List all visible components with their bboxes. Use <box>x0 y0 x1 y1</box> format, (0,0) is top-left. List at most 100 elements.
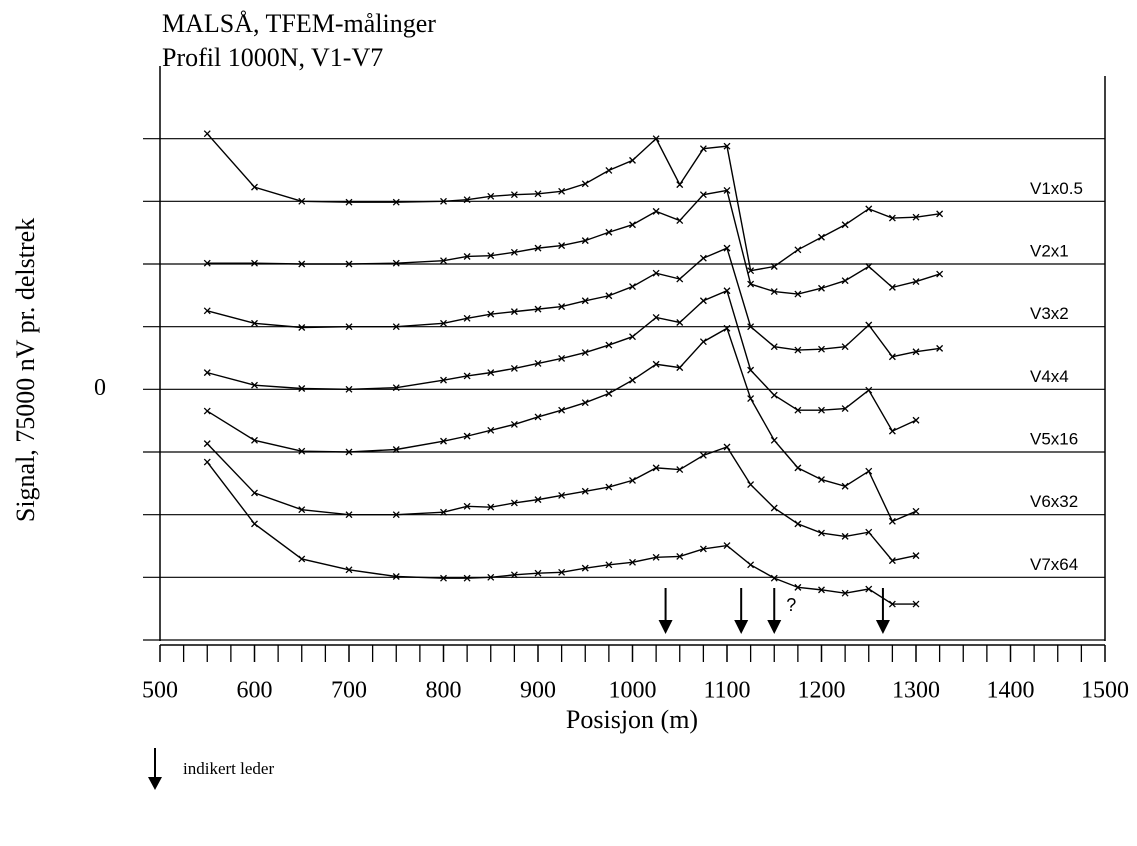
data-point <box>865 386 873 394</box>
data-point <box>298 385 306 392</box>
data-point <box>699 254 707 262</box>
data-point <box>392 259 400 267</box>
data-point <box>888 283 896 291</box>
data-point <box>770 391 778 399</box>
data-point <box>581 297 589 305</box>
data-point <box>534 305 542 313</box>
data-point <box>534 496 542 504</box>
data-point <box>888 557 896 565</box>
data-point <box>203 307 211 315</box>
data-point <box>841 532 849 540</box>
data-point <box>912 552 920 560</box>
data-point <box>865 585 873 593</box>
data-point <box>747 267 755 275</box>
data-point <box>487 573 495 581</box>
data-point <box>605 166 613 174</box>
data-point <box>629 221 636 229</box>
data-point <box>605 483 613 491</box>
chart-subtitle: Profil 1000N, V1-V7 <box>162 43 383 72</box>
data-point <box>699 297 707 305</box>
data-point <box>770 574 778 582</box>
data-point <box>203 369 211 377</box>
data-point <box>723 244 731 252</box>
data-point <box>251 381 258 389</box>
series-label: V1x0.5 <box>1030 179 1083 198</box>
data-point <box>865 263 873 270</box>
data-point <box>251 183 258 191</box>
data-point <box>463 253 471 260</box>
data-point <box>841 482 849 490</box>
data-point <box>818 476 825 484</box>
x-tick-label: 600 <box>237 678 273 704</box>
data-point <box>936 210 944 218</box>
data-point <box>298 197 306 205</box>
data-point <box>510 499 518 507</box>
data-point <box>605 390 613 397</box>
data-point <box>912 278 920 286</box>
data-point <box>345 566 353 574</box>
x-tick-label: 1100 <box>703 678 750 704</box>
data-point <box>203 440 211 448</box>
data-point <box>794 583 802 591</box>
data-point <box>558 242 566 250</box>
data-point <box>699 338 707 346</box>
data-point <box>463 432 471 440</box>
data-point <box>747 280 755 288</box>
data-point <box>841 343 849 351</box>
data-point <box>936 344 944 352</box>
data-point <box>770 263 778 270</box>
data-point <box>652 464 660 472</box>
data-point <box>770 436 778 444</box>
data-point <box>676 275 684 283</box>
data-point <box>251 489 258 497</box>
data-point <box>463 502 471 510</box>
data-point <box>912 348 920 356</box>
data-point <box>345 511 353 519</box>
data-point <box>676 466 684 474</box>
data-point <box>676 181 684 189</box>
data-point <box>629 558 636 566</box>
data-point <box>747 395 755 402</box>
data-point <box>558 303 566 311</box>
x-tick-label: 500 <box>142 678 178 704</box>
data-point <box>581 564 589 572</box>
data-point <box>794 246 802 254</box>
data-point <box>629 476 636 484</box>
x-tick-label: 1400 <box>987 678 1035 704</box>
data-point <box>534 413 542 421</box>
x-tick-label: 800 <box>426 678 462 704</box>
data-point <box>818 586 825 594</box>
data-point <box>487 310 495 318</box>
legend-text: indikert leder <box>183 759 274 778</box>
data-point <box>251 319 258 327</box>
data-point <box>865 205 873 213</box>
data-point <box>487 369 495 377</box>
data-point <box>203 259 211 267</box>
data-point <box>298 324 306 331</box>
data-point <box>723 324 731 332</box>
data-point <box>510 420 518 428</box>
data-point <box>865 467 873 475</box>
data-point <box>203 130 211 138</box>
data-point <box>605 341 613 349</box>
series-label: V3x2 <box>1030 304 1069 323</box>
data-point <box>534 190 542 198</box>
data-point <box>723 142 731 150</box>
data-point <box>652 269 660 277</box>
data-point <box>534 244 542 252</box>
data-point <box>818 406 825 414</box>
data-point <box>558 354 566 362</box>
data-point <box>298 555 306 563</box>
data-point <box>723 443 731 451</box>
data-point <box>345 448 353 456</box>
data-point <box>652 360 660 368</box>
data-point <box>510 308 518 316</box>
data-point <box>440 376 447 384</box>
data-point <box>440 197 447 205</box>
data-point <box>818 233 825 241</box>
y-tick-label: 0 <box>94 375 106 401</box>
x-tick-label: 1200 <box>798 678 846 704</box>
data-point <box>770 343 778 351</box>
data-point <box>676 364 684 372</box>
data-point <box>794 290 802 298</box>
